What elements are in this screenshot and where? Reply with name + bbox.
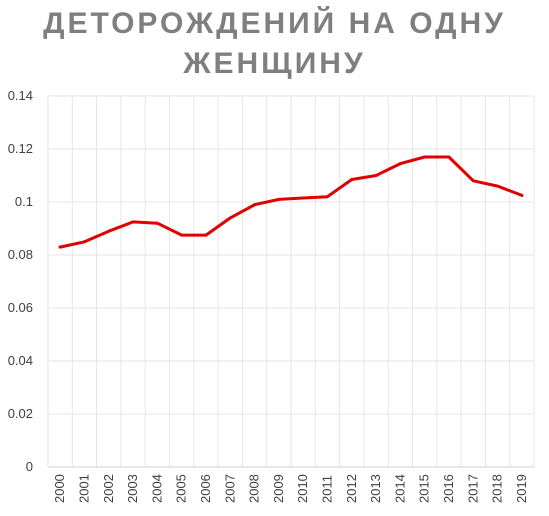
x-tick-label: 2005 bbox=[174, 474, 189, 503]
data-point bbox=[471, 179, 475, 183]
data-point bbox=[228, 216, 232, 220]
data-point bbox=[82, 240, 86, 244]
data-point bbox=[447, 155, 451, 159]
x-tick-label: 2008 bbox=[247, 474, 262, 503]
y-tick-label: 0.14 bbox=[8, 88, 33, 103]
x-tick-label: 2016 bbox=[441, 474, 456, 503]
data-point bbox=[277, 197, 281, 201]
x-tick-label: 2011 bbox=[319, 475, 334, 503]
data-point bbox=[520, 193, 524, 197]
data-point bbox=[131, 220, 135, 224]
x-tick-label: 2003 bbox=[125, 474, 140, 503]
data-point bbox=[374, 174, 378, 177]
chart-title-line-1: ДЕТОРОЖДЕНИЙ НА ОДНУ bbox=[43, 7, 506, 40]
x-tick-label: 2012 bbox=[344, 474, 359, 503]
x-tick-label: 2018 bbox=[490, 474, 505, 503]
data-point bbox=[107, 229, 111, 233]
x-tick-label: 2015 bbox=[417, 474, 432, 503]
y-tick-label: 0.06 bbox=[8, 300, 33, 315]
data-point bbox=[496, 184, 500, 188]
x-tick-label: 2002 bbox=[101, 474, 116, 503]
data-point bbox=[398, 162, 402, 166]
data-point bbox=[423, 155, 427, 159]
x-tick-label: 2006 bbox=[198, 474, 213, 503]
y-tick-label: 0 bbox=[26, 459, 33, 474]
x-tick-label: 2010 bbox=[295, 474, 310, 503]
y-tick-label: 0.02 bbox=[8, 406, 33, 421]
x-tick-label: 2001 bbox=[76, 474, 91, 503]
x-tick-label: 2000 bbox=[52, 474, 67, 503]
data-point bbox=[58, 245, 62, 249]
data-point bbox=[253, 203, 257, 207]
x-tick-label: 2009 bbox=[271, 474, 286, 503]
data-point bbox=[301, 196, 305, 200]
x-tick-label: 2013 bbox=[368, 474, 383, 503]
chart-title: ДЕТОРОЖДЕНИЙ НА ОДНУ ЖЕНЩИНУ bbox=[0, 4, 549, 84]
y-tick-label: 0.04 bbox=[8, 353, 33, 368]
y-tick-label: 0.1 bbox=[15, 194, 33, 209]
data-point bbox=[325, 195, 329, 199]
data-point bbox=[350, 177, 354, 181]
x-tick-label: 2004 bbox=[149, 474, 164, 503]
series-line bbox=[58, 155, 524, 249]
data-point bbox=[204, 233, 208, 237]
data-point bbox=[180, 233, 184, 237]
y-tick-label: 0.12 bbox=[8, 141, 33, 156]
x-tick-label: 2014 bbox=[392, 474, 407, 503]
x-tick-label: 2007 bbox=[222, 474, 237, 503]
chart-title-line-2: ЖЕНЩИНУ bbox=[183, 47, 366, 80]
x-tick-label: 2017 bbox=[465, 474, 480, 503]
y-tick-label: 0.08 bbox=[8, 247, 33, 262]
x-tick-label: 2019 bbox=[514, 474, 529, 503]
data-point bbox=[155, 221, 159, 225]
